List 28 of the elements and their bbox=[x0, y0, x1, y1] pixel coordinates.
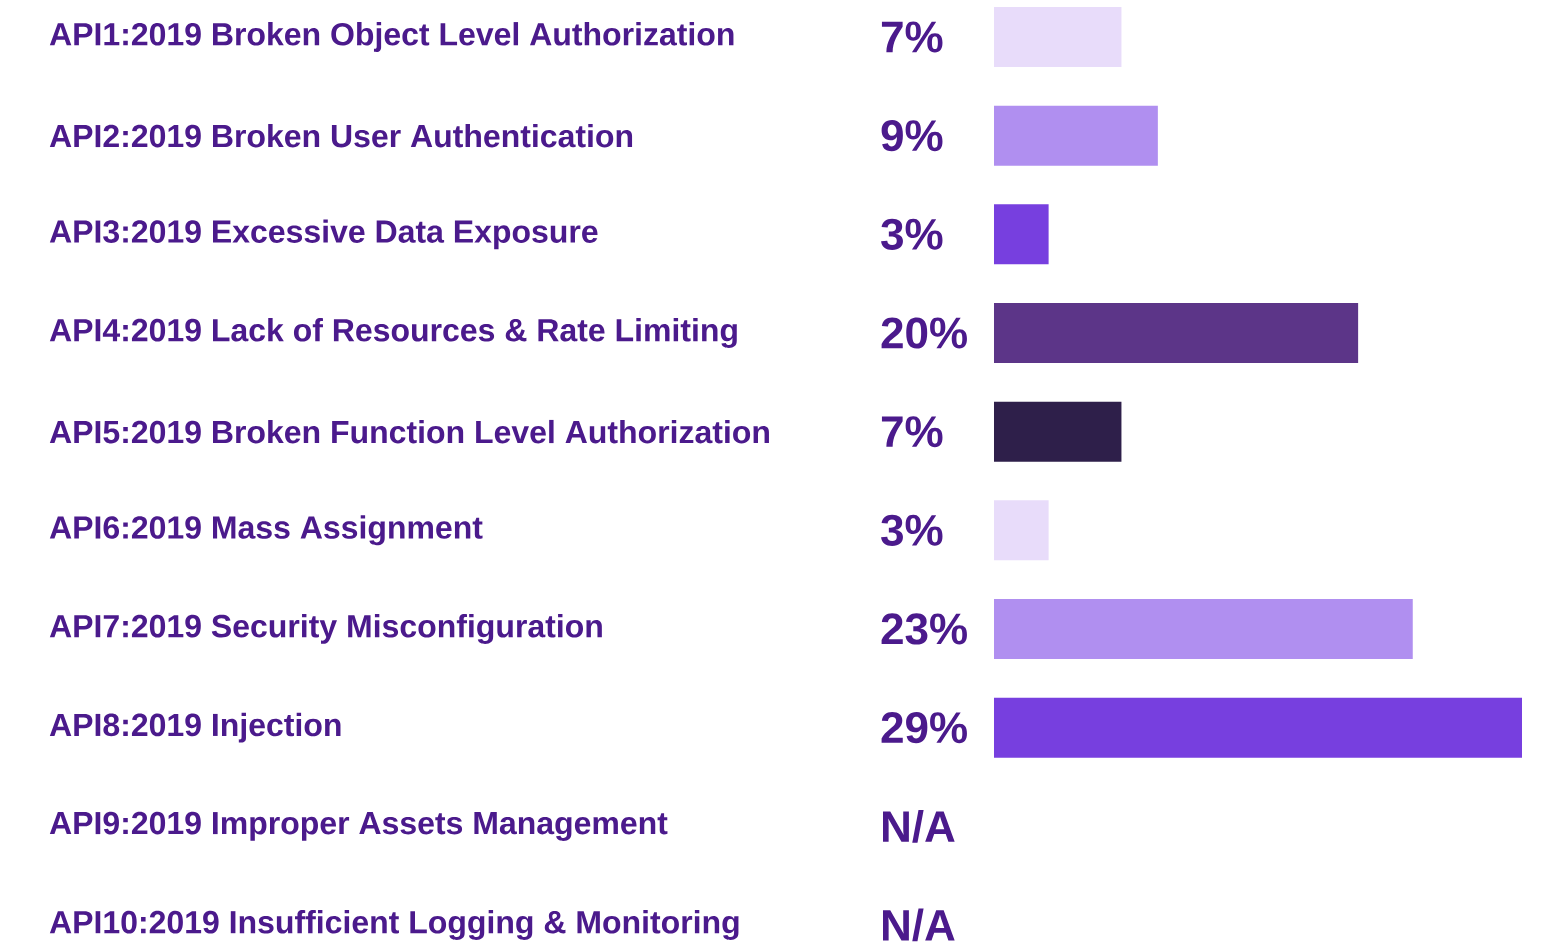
y-tick-label: API3:2019 Excessive Data Exposure bbox=[49, 219, 598, 250]
data-label: 7% bbox=[881, 21, 943, 53]
text: N/A bbox=[883, 809, 955, 843]
data-label: 3% bbox=[881, 218, 943, 250]
bar bbox=[994, 697, 1522, 758]
y-tick-label: API9:2019 Improper Assets Management bbox=[49, 811, 668, 841]
data-label: 7% bbox=[881, 416, 943, 448]
y-tick-label: API10:2019 Insufficient Logging & Monitoring bbox=[49, 910, 739, 940]
data-label: 29% bbox=[881, 712, 967, 744]
data-label: 20% bbox=[881, 317, 967, 349]
y-tick-label: API4:2019 Lack of Resources & Rate Limiting bbox=[49, 318, 737, 348]
y-tick-label: API6:2019 Mass Assignment bbox=[49, 515, 483, 546]
data-label: 23% bbox=[881, 613, 967, 645]
bar bbox=[994, 401, 1122, 462]
y-tick-label: API2:2019 Broken User Authentication bbox=[49, 123, 633, 148]
data-label: 9% bbox=[881, 120, 943, 152]
text: N/A bbox=[883, 908, 955, 942]
bar bbox=[994, 302, 1359, 363]
bar bbox=[994, 6, 1122, 67]
bar bbox=[994, 500, 1049, 561]
y-tick-label: API1:2019 Broken Object Level Authorization bbox=[49, 22, 734, 52]
data-label: 3% bbox=[881, 514, 943, 546]
bar bbox=[994, 598, 1413, 659]
y-tick-label: API5:2019 Broken Function Level Authorization bbox=[49, 419, 769, 444]
bar bbox=[994, 105, 1158, 166]
bar bbox=[994, 204, 1049, 265]
y-tick-label: API7:2019 Security Misconfiguration bbox=[49, 614, 602, 644]
y-tick-label: API8:2019 Injection bbox=[49, 712, 341, 743]
